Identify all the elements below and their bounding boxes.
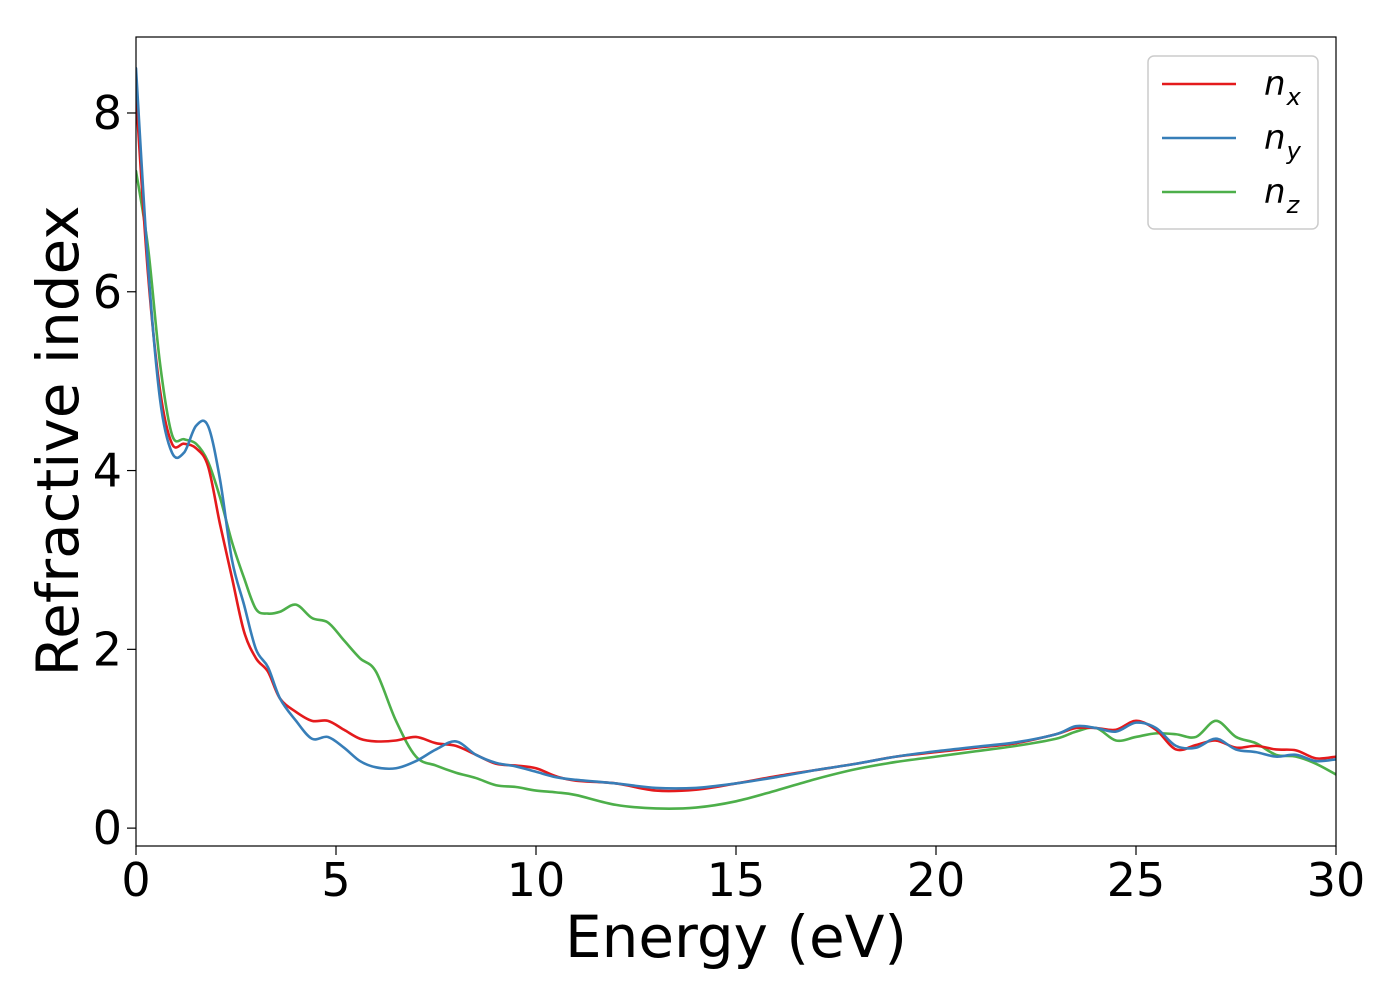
x-tick-label: 30	[1307, 853, 1366, 907]
axes: 0 5 10 15 20 25 30 0 2 4 6 8	[93, 36, 1366, 907]
series-line-z	[136, 169, 1336, 810]
x-tick-label: 0	[121, 853, 150, 907]
y-tick-label: 6	[93, 265, 122, 319]
y-axis-label: Refractive index	[24, 205, 92, 676]
x-tick-label: 20	[907, 853, 966, 907]
x-tick-label: 25	[1107, 853, 1166, 907]
y-tick-label: 2	[93, 622, 122, 676]
x-tick-label: 10	[507, 853, 566, 907]
y-tick-label: 0	[93, 801, 122, 855]
y-tick-label: 4	[93, 444, 122, 498]
x-axis-label: Energy (eV)	[565, 903, 907, 971]
x-tick-label: 5	[321, 853, 350, 907]
x-tick-label: 15	[707, 853, 766, 907]
series-line-x	[136, 93, 1336, 793]
legend-label-x: nx	[1264, 64, 1302, 111]
plot-area	[136, 66, 1336, 810]
legend-box	[1147, 55, 1319, 230]
y-tick-label: 8	[93, 86, 122, 140]
series-line-y	[136, 66, 1336, 790]
